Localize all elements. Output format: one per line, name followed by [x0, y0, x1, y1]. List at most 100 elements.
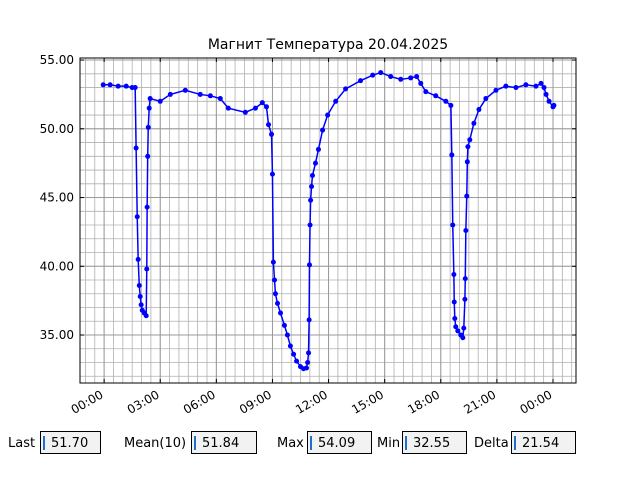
data-point	[138, 302, 144, 308]
data-point	[538, 80, 544, 86]
data-point	[308, 197, 314, 203]
data-point	[266, 122, 272, 128]
data-point	[281, 322, 287, 328]
data-point	[146, 105, 152, 111]
plot-frame	[79, 57, 577, 384]
data-point	[136, 283, 142, 289]
data-point	[284, 332, 290, 338]
y-tick-label: 50.00	[40, 122, 74, 136]
data-point	[546, 98, 552, 104]
data-point	[461, 325, 467, 331]
y-tick-label: 55.00	[40, 53, 74, 67]
data-point	[433, 93, 439, 99]
stat-value: 54.09	[307, 431, 372, 454]
data-point	[277, 310, 283, 316]
stat-value: 21.54	[511, 431, 576, 454]
data-point	[143, 313, 149, 319]
y-tick-label: 45.00	[40, 191, 74, 205]
data-point	[306, 262, 312, 268]
data-point	[197, 91, 203, 97]
data-point	[269, 171, 275, 177]
x-tick-label: 18:00	[405, 387, 442, 416]
data-point	[157, 98, 163, 104]
data-point	[145, 124, 151, 130]
data-point	[452, 316, 458, 322]
stat-label: Max	[277, 436, 304, 451]
data-point	[451, 299, 457, 305]
data-point	[132, 85, 138, 91]
x-tick-label: 03:00	[125, 387, 162, 416]
data-point	[460, 335, 466, 341]
data-point	[551, 102, 557, 108]
data-point	[315, 146, 321, 152]
data-point	[115, 83, 121, 89]
stat-label: Last	[8, 436, 36, 451]
chart: Магнит Температура 20.04.2025 35.00 40.00…	[40, 37, 577, 417]
data-point	[471, 120, 477, 126]
data-point	[144, 266, 150, 272]
data-point	[414, 74, 420, 80]
data-point	[451, 272, 457, 278]
data-point	[291, 351, 297, 357]
data-point	[450, 222, 456, 228]
data-point	[455, 328, 461, 334]
data-point	[259, 100, 265, 106]
data-point	[325, 112, 331, 118]
y-tick-label: 40.00	[40, 259, 74, 273]
data-point	[269, 131, 275, 137]
data-point	[294, 358, 300, 364]
x-tick-label: 00:00	[69, 387, 106, 416]
data-point	[523, 82, 529, 88]
data-point	[272, 291, 278, 297]
data-point	[408, 75, 414, 81]
data-point	[503, 83, 509, 89]
x-tick-label: 15:00	[349, 387, 386, 416]
data-point	[398, 76, 404, 82]
data-point	[312, 160, 318, 166]
stat-value: 32.55	[402, 431, 467, 454]
data-point	[462, 276, 468, 282]
y-tick-label: 35.00	[40, 328, 74, 342]
data-point	[270, 259, 276, 265]
data-point	[306, 317, 312, 323]
data-point	[309, 184, 315, 190]
data-point	[182, 87, 188, 93]
data-point	[333, 98, 339, 104]
data-point	[144, 204, 150, 210]
data-point	[307, 222, 313, 228]
data-point	[320, 127, 326, 133]
stat-label: Delta	[474, 436, 509, 451]
data-point	[465, 144, 471, 150]
data-point	[107, 82, 113, 88]
data-point	[207, 93, 213, 99]
x-tick-label: 09:00	[237, 387, 274, 416]
data-point	[343, 86, 349, 92]
data-point	[275, 300, 281, 306]
data-point	[370, 72, 376, 78]
data-point	[134, 214, 140, 220]
x-tick-label: 00:00	[518, 387, 555, 416]
data-point	[147, 96, 153, 102]
x-tick-label: 06:00	[181, 387, 218, 416]
data-point	[225, 105, 231, 111]
stat-value: 51.84	[191, 431, 257, 454]
data-point	[287, 343, 293, 349]
data-point	[462, 296, 468, 302]
data-point	[272, 277, 278, 283]
data-point	[493, 87, 499, 93]
stat-label: Mean(10)	[124, 436, 187, 451]
data-point	[463, 228, 469, 234]
data-point	[305, 360, 311, 366]
stat-label: Min	[377, 436, 401, 451]
data-point	[306, 350, 312, 356]
x-tick-label: 12:00	[293, 387, 330, 416]
data-point	[358, 78, 364, 84]
x-tick-label: 21:00	[461, 387, 498, 416]
data-point	[388, 74, 394, 80]
data-point	[513, 85, 519, 91]
data-point	[263, 104, 269, 110]
chart-title: Магнит Температура 20.04.2025	[208, 37, 448, 53]
data-point	[135, 256, 141, 262]
data-point	[100, 82, 106, 88]
